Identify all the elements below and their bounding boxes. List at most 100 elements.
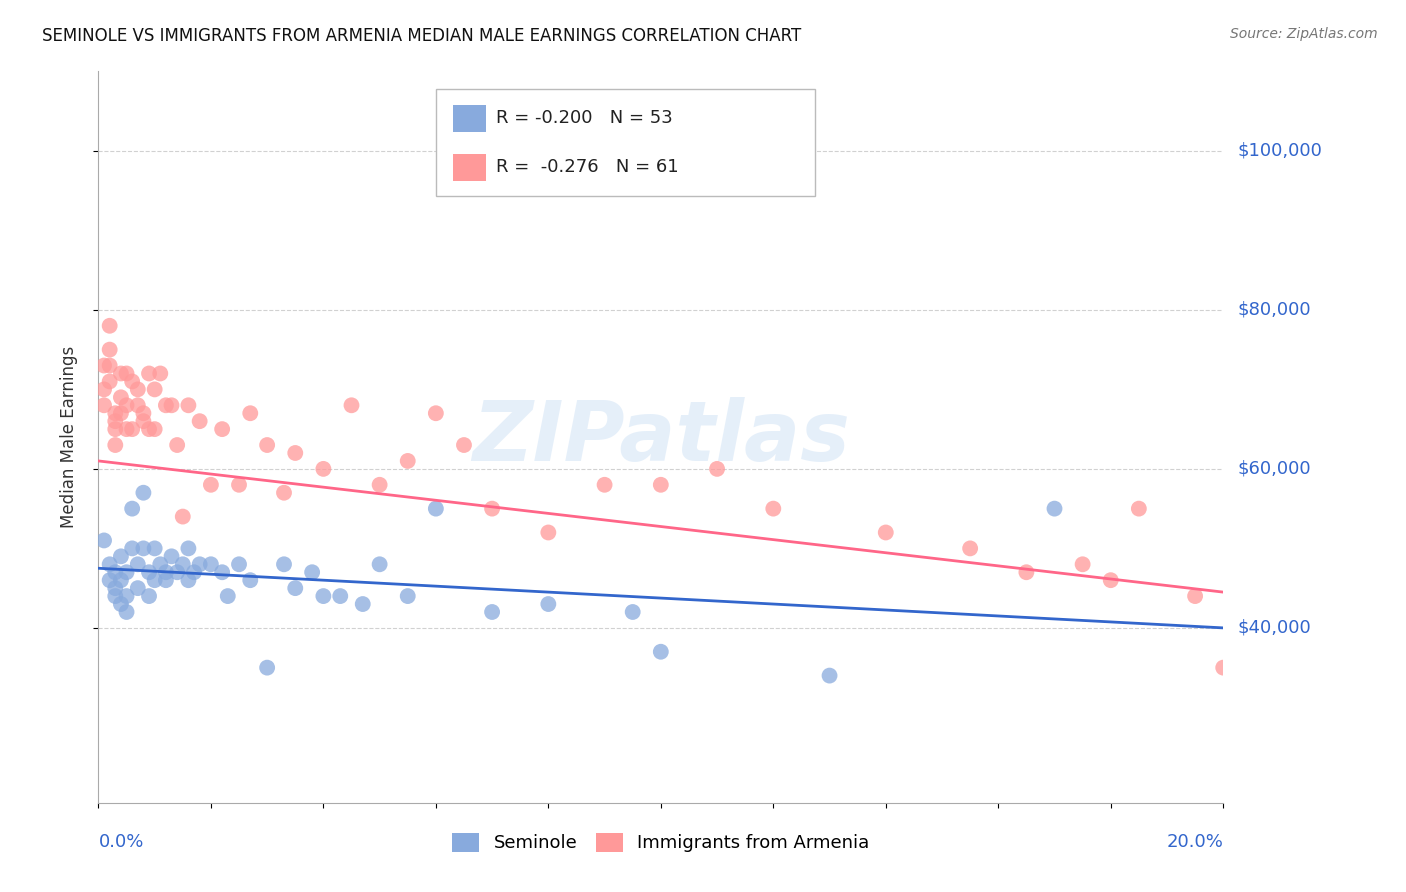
Point [177,541,200,556]
Point [110,597,132,611]
Point [115,398,138,412]
Point [155,573,177,587]
Point [273,485,295,500]
Point [312,462,335,476]
Point [93,359,115,373]
Point [121,501,143,516]
Point [818,668,841,682]
Point [284,581,307,595]
Point [132,485,155,500]
Point [98,359,121,373]
Point [121,375,143,389]
Point [183,566,205,580]
Text: R =  -0.276   N = 61: R = -0.276 N = 61 [496,158,679,177]
Point [143,422,166,436]
Point [312,589,335,603]
Point [352,597,374,611]
Point [127,581,149,595]
Y-axis label: Median Male Earnings: Median Male Earnings [59,346,77,528]
Text: 20.0%: 20.0% [1167,833,1223,851]
Point [115,422,138,436]
Point [115,367,138,381]
Point [115,589,138,603]
Point [149,558,172,572]
Point [127,383,149,397]
Point [104,406,127,420]
Point [425,501,447,516]
Point [762,501,785,516]
Point [110,549,132,564]
Point [115,566,138,580]
Point [110,390,132,404]
Point [875,525,897,540]
Point [959,541,981,556]
Point [396,589,419,603]
Point [104,589,127,603]
Point [98,318,121,333]
Text: ZIPatlas: ZIPatlas [472,397,849,477]
Point [256,438,278,452]
Point [1128,501,1150,516]
Point [1184,589,1206,603]
Point [211,422,233,436]
Point [166,438,188,452]
Point [284,446,307,460]
Point [621,605,644,619]
Point [143,383,166,397]
Point [93,383,115,397]
Point [537,597,560,611]
Point [188,414,211,428]
Point [239,573,262,587]
Text: 0.0%: 0.0% [98,833,143,851]
Point [121,541,143,556]
Point [396,454,419,468]
Point [172,558,194,572]
Point [239,406,262,420]
Point [160,549,183,564]
Point [132,414,155,428]
Point [329,589,352,603]
Text: $100,000: $100,000 [1237,142,1322,160]
Point [93,398,115,412]
Point [160,398,183,412]
Point [98,343,121,357]
Point [121,422,143,436]
Point [143,573,166,587]
Point [115,605,138,619]
Point [200,558,222,572]
Point [301,566,323,580]
Point [1015,566,1038,580]
Point [138,589,160,603]
Point [104,581,127,595]
Point [217,589,239,603]
Point [98,573,121,587]
Point [425,406,447,420]
Point [149,367,172,381]
Text: SEMINOLE VS IMMIGRANTS FROM ARMENIA MEDIAN MALE EARNINGS CORRELATION CHART: SEMINOLE VS IMMIGRANTS FROM ARMENIA MEDI… [42,27,801,45]
Point [1099,573,1122,587]
Point [127,398,149,412]
Point [481,501,503,516]
Text: $60,000: $60,000 [1237,460,1310,478]
Point [93,533,115,548]
Point [188,558,211,572]
Point [537,525,560,540]
Point [143,541,166,556]
Point [368,558,391,572]
Text: $40,000: $40,000 [1237,619,1310,637]
Point [211,566,233,580]
Point [200,477,222,491]
Point [138,566,160,580]
Point [706,462,728,476]
Point [132,541,155,556]
Point [1043,501,1066,516]
Point [650,645,672,659]
Point [138,367,160,381]
Point [172,509,194,524]
Point [177,573,200,587]
Point [340,398,363,412]
Point [650,477,672,491]
Point [138,422,160,436]
Point [104,438,127,452]
Point [481,605,503,619]
